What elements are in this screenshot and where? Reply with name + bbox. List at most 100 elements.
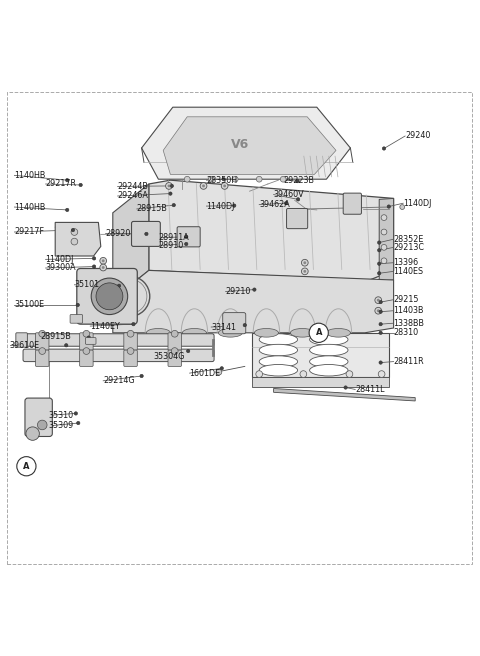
- Text: 29240: 29240: [405, 131, 431, 140]
- FancyBboxPatch shape: [124, 333, 137, 350]
- Ellipse shape: [290, 329, 314, 337]
- Circle shape: [223, 184, 226, 188]
- Circle shape: [92, 265, 96, 268]
- Circle shape: [303, 270, 306, 273]
- Circle shape: [301, 259, 308, 266]
- Text: 39460V: 39460V: [274, 190, 304, 199]
- FancyBboxPatch shape: [343, 193, 361, 215]
- Polygon shape: [113, 184, 149, 299]
- Text: 1140DJ: 1140DJ: [403, 199, 432, 208]
- Text: 1140EY: 1140EY: [90, 321, 120, 331]
- Circle shape: [382, 147, 386, 150]
- FancyBboxPatch shape: [77, 268, 137, 324]
- Circle shape: [100, 264, 107, 271]
- Text: 1140DJ: 1140DJ: [206, 201, 235, 211]
- Text: 1140HB: 1140HB: [14, 203, 46, 211]
- Circle shape: [171, 348, 178, 354]
- Ellipse shape: [310, 344, 348, 356]
- Circle shape: [381, 229, 387, 235]
- Circle shape: [71, 228, 75, 232]
- Circle shape: [91, 278, 128, 315]
- FancyBboxPatch shape: [25, 398, 52, 436]
- Ellipse shape: [146, 329, 170, 337]
- Circle shape: [379, 331, 383, 335]
- Circle shape: [387, 205, 391, 208]
- Circle shape: [346, 371, 353, 377]
- Circle shape: [92, 256, 96, 260]
- Circle shape: [117, 284, 121, 287]
- FancyBboxPatch shape: [36, 350, 49, 367]
- Circle shape: [83, 331, 90, 337]
- Circle shape: [87, 336, 90, 339]
- FancyBboxPatch shape: [132, 222, 160, 247]
- Text: 1140DJ: 1140DJ: [46, 255, 74, 264]
- Polygon shape: [55, 222, 101, 256]
- Circle shape: [64, 344, 68, 347]
- Text: 28915B: 28915B: [137, 205, 168, 213]
- Text: 28350H: 28350H: [206, 176, 238, 184]
- Circle shape: [184, 176, 190, 182]
- Circle shape: [256, 176, 262, 182]
- Circle shape: [71, 238, 78, 245]
- Circle shape: [166, 182, 172, 190]
- Text: 28352E: 28352E: [394, 235, 424, 243]
- Circle shape: [301, 268, 308, 275]
- Circle shape: [378, 272, 381, 275]
- Text: 11403B: 11403B: [394, 306, 424, 316]
- Circle shape: [65, 208, 69, 212]
- FancyBboxPatch shape: [223, 313, 246, 334]
- Text: 39462A: 39462A: [259, 200, 290, 209]
- Text: 28411L: 28411L: [355, 385, 384, 394]
- Circle shape: [309, 323, 328, 342]
- Polygon shape: [252, 377, 389, 386]
- Circle shape: [280, 176, 286, 182]
- Text: 29217R: 29217R: [46, 180, 77, 188]
- Text: 29244B: 29244B: [118, 182, 148, 191]
- Circle shape: [77, 421, 80, 424]
- Circle shape: [379, 310, 383, 314]
- Polygon shape: [252, 333, 389, 377]
- Circle shape: [400, 205, 405, 209]
- FancyBboxPatch shape: [70, 315, 83, 323]
- Text: 35309: 35309: [48, 421, 73, 430]
- Text: 35304G: 35304G: [154, 352, 185, 361]
- Circle shape: [375, 308, 382, 314]
- FancyBboxPatch shape: [36, 333, 49, 350]
- Circle shape: [17, 457, 36, 476]
- Text: V6: V6: [231, 138, 249, 151]
- Polygon shape: [113, 270, 394, 333]
- Circle shape: [375, 297, 382, 304]
- Text: 29215: 29215: [394, 295, 419, 304]
- Text: A: A: [315, 328, 322, 337]
- Polygon shape: [379, 198, 394, 281]
- Circle shape: [381, 215, 387, 220]
- Circle shape: [232, 204, 236, 207]
- Circle shape: [379, 323, 383, 326]
- Circle shape: [378, 262, 381, 266]
- Text: 1601DE: 1601DE: [190, 369, 221, 378]
- Circle shape: [102, 266, 105, 269]
- Circle shape: [79, 183, 83, 187]
- Circle shape: [202, 184, 205, 188]
- Text: 28310: 28310: [394, 328, 419, 337]
- Text: 13396: 13396: [394, 258, 419, 267]
- Ellipse shape: [259, 344, 298, 356]
- FancyBboxPatch shape: [85, 338, 96, 344]
- Circle shape: [296, 197, 300, 201]
- Circle shape: [39, 348, 46, 354]
- Circle shape: [172, 203, 176, 207]
- Circle shape: [222, 178, 226, 181]
- Text: 29213C: 29213C: [394, 243, 425, 252]
- Circle shape: [378, 241, 381, 244]
- Text: 29217F: 29217F: [14, 228, 44, 237]
- Circle shape: [296, 180, 300, 183]
- Text: 35101: 35101: [74, 280, 99, 289]
- Circle shape: [127, 331, 134, 337]
- Text: 39300A: 39300A: [46, 264, 76, 272]
- FancyBboxPatch shape: [124, 350, 137, 367]
- Polygon shape: [149, 180, 394, 280]
- Ellipse shape: [182, 329, 206, 337]
- FancyBboxPatch shape: [168, 333, 181, 350]
- Circle shape: [65, 178, 69, 182]
- Circle shape: [96, 283, 123, 310]
